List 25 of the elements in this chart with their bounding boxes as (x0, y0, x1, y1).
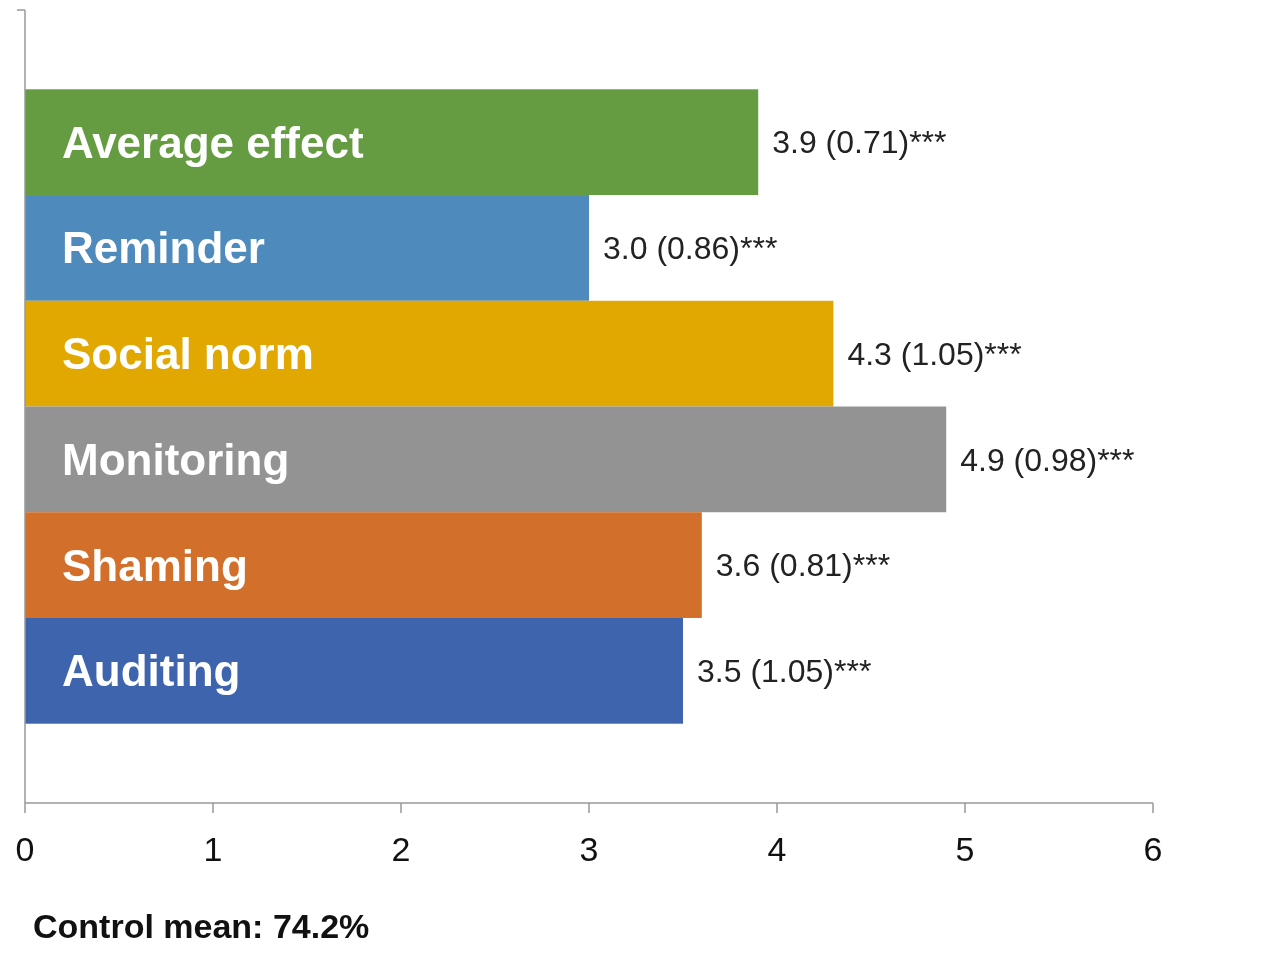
y-tick-label: Social norm (62, 329, 314, 379)
x-tick-label: 1 (203, 830, 223, 868)
x-tick-label: 2 (391, 830, 411, 868)
y-tick-label: Reminder (62, 223, 265, 273)
bar (25, 300, 834, 407)
data-label: 3.5 (1.05)*** (697, 653, 872, 690)
y-tick-label: Average effect (62, 117, 364, 167)
x-tick-label: 0 (15, 830, 35, 868)
bar (25, 617, 683, 724)
x-tick-label: 4 (767, 830, 787, 868)
bar (25, 195, 589, 301)
bar (25, 512, 702, 618)
data-label: 4.9 (0.98)*** (960, 441, 1135, 478)
text: Control mean: 74.2% (33, 907, 370, 945)
data-label: 3.6 (0.81)*** (715, 547, 891, 584)
data-label: 3.0 (0.86)*** (603, 230, 778, 267)
bar (25, 89, 759, 196)
x-tick-label: 5 (955, 830, 975, 868)
y-tick-label: Monitoring (62, 434, 290, 484)
data-label: 3.9 (0.71)*** (772, 124, 947, 161)
y-tick-label: Auditing (62, 646, 241, 696)
y-tick-label: Shaming (62, 540, 248, 590)
x-tick-label: 3 (579, 830, 599, 868)
x-tick-label: 6 (1143, 830, 1163, 868)
data-label: 4.3 (1.05)*** (847, 335, 1022, 372)
